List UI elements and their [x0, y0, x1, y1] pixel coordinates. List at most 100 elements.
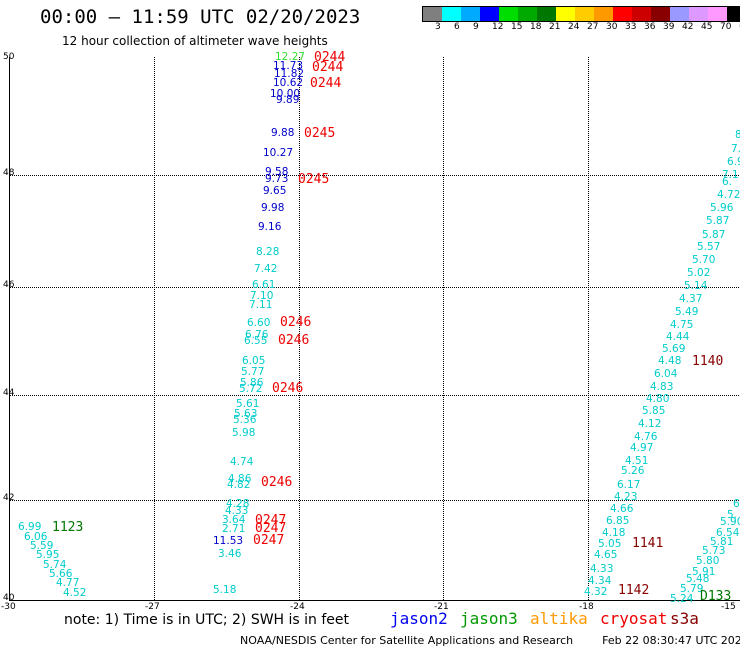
swh-value-label: 5.02	[687, 267, 711, 279]
color-scale-label: 12	[492, 22, 504, 32]
latitude-label: 48	[3, 168, 15, 178]
swh-value-label: 2.71	[222, 523, 246, 535]
swh-value-label: 6.76	[245, 329, 269, 341]
swh-value-label: 5.72	[239, 383, 263, 395]
map-frame	[9, 57, 740, 601]
swh-value-label: 5.66	[49, 568, 73, 580]
swh-value-label: 4.83	[650, 381, 674, 393]
swh-value-label: 4.51	[625, 455, 649, 467]
swh-value-label: 9.16	[258, 221, 282, 233]
swh-value-label: 4.12	[638, 418, 662, 430]
swh-value-label: 5.80	[696, 555, 720, 567]
swh-value-label: 5.91	[692, 566, 716, 578]
color-swatch	[594, 7, 613, 21]
swh-value-label: 6.06	[24, 531, 48, 543]
swh-value-label: 9.98	[261, 202, 285, 214]
swh-value-label: 5.05	[598, 538, 622, 550]
color-swatch	[708, 7, 727, 21]
swh-value-label: 5.49	[675, 306, 699, 318]
longitude-gridline	[588, 57, 589, 600]
color-swatch	[632, 7, 651, 21]
swh-value-label: 5.59	[30, 540, 54, 552]
swh-value-label: 4.28	[226, 498, 250, 510]
swh-value-label: 7.	[731, 143, 740, 155]
color-swatch	[556, 7, 575, 21]
color-scale-legend	[422, 6, 740, 22]
swh-value-label: 5.87	[702, 229, 726, 241]
color-swatch	[537, 7, 556, 21]
swh-value-label: 5.98	[232, 427, 256, 439]
swh-value-label: 7.42	[254, 263, 278, 275]
latitude-label: 44	[3, 388, 15, 398]
swh-value-label: 4.76	[634, 431, 658, 443]
longitude-label: -30	[1, 602, 16, 612]
swh-value-label: 4.74	[230, 456, 254, 468]
color-swatch	[575, 7, 594, 21]
color-scale-label: 45	[701, 22, 713, 32]
pass-time-label: 0247	[255, 521, 287, 536]
swh-value-label: 3.64	[222, 514, 246, 526]
color-scale-label: 9	[473, 22, 479, 32]
swh-value-label: 4.37	[679, 293, 703, 305]
swh-value-label: 11.73	[273, 60, 304, 72]
swh-value-label: 4.97	[630, 442, 654, 454]
swh-value-label: 5.95	[36, 549, 60, 561]
latitude-label: 40	[3, 593, 15, 603]
latitude-gridline	[9, 287, 739, 288]
swh-value-label: 4.23	[614, 491, 638, 503]
swh-value-label: 11.82	[274, 68, 305, 80]
swh-value-label: 5.85	[642, 405, 666, 417]
color-swatch	[727, 7, 740, 21]
swh-value-label: 4.80	[646, 393, 670, 405]
color-scale-label: 18	[530, 22, 542, 32]
swh-value-label: 4.66	[610, 503, 634, 515]
color-scale-label: 42	[682, 22, 694, 32]
latitude-gridline	[9, 500, 739, 501]
longitude-label: -21	[434, 602, 449, 612]
footnote: note: 1) Time is in UTC; 2) SWH is in fe…	[64, 612, 350, 628]
swh-value-label: 4.52	[63, 587, 87, 599]
swh-value-label: 5.96	[710, 202, 734, 214]
swh-value-label: 6.05	[242, 355, 266, 367]
color-swatch	[499, 7, 518, 21]
swh-value-label: 9.73	[265, 173, 289, 185]
longitude-label: -15	[721, 602, 736, 612]
pass-time-label: 0246	[280, 315, 312, 330]
pass-time-label: 1140	[692, 354, 724, 369]
swh-value-label: 5.81	[710, 536, 734, 548]
swh-value-label: 5.	[727, 509, 738, 521]
longitude-label: -27	[145, 602, 160, 612]
swh-value-label: 10.62	[273, 77, 304, 89]
color-scale-label: 6	[454, 22, 460, 32]
generation-timestamp: Feb 22 08:30:47 UTC 2023	[602, 634, 740, 647]
swh-value-label: 4.18	[602, 527, 626, 539]
pass-time-label: 0246	[272, 381, 304, 396]
swh-value-label: 4.86	[228, 473, 252, 485]
swh-value-label: 5.74	[43, 559, 67, 571]
swh-value-label: 5.48	[686, 573, 710, 585]
page-subtitle: 12 hour collection of altimeter wave hei…	[62, 34, 328, 48]
swh-value-label: 5.24	[670, 593, 694, 605]
swh-value-label: 6.9	[727, 156, 740, 168]
color-scale-label: 39	[663, 22, 675, 32]
satellite-legend-item: s3a	[670, 609, 699, 628]
swh-value-label: 5.26	[621, 465, 645, 477]
swh-value-label: 4.75	[670, 319, 694, 331]
pass-time-label: 0245	[298, 172, 330, 187]
swh-value-label: 7.1	[722, 169, 739, 181]
color-swatch	[518, 7, 537, 21]
swh-value-label: 6.55	[244, 335, 268, 347]
longitude-gridline	[443, 57, 444, 600]
color-swatch	[651, 7, 670, 21]
credit-line: NOAA/NESDIS Center for Satellite Applica…	[240, 634, 740, 647]
satellite-legend-item: jason2	[390, 609, 448, 628]
latitude-label: 46	[3, 280, 15, 290]
swh-value-label: 6	[733, 498, 740, 510]
swh-value-label: 6.85	[606, 515, 630, 527]
color-swatch	[442, 7, 461, 21]
swh-value-label: 4.34	[588, 575, 612, 587]
swh-value-label: 8.28	[256, 246, 280, 258]
satellite-legend-item: altika	[530, 609, 588, 628]
swh-value-label: 6.61	[252, 279, 276, 291]
swh-value-label: 8	[735, 129, 740, 141]
